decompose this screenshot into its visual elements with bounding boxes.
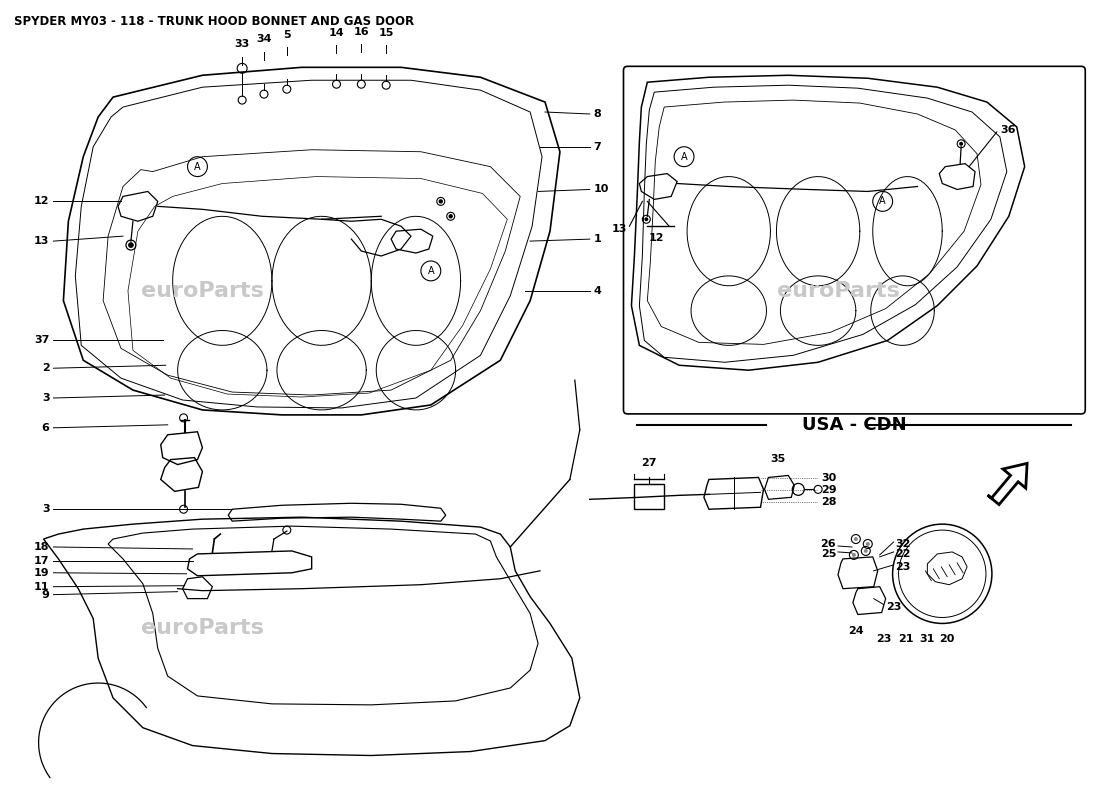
Text: SPYDER MY03 - 118 - TRUNK HOOD BONNET AND GAS DOOR: SPYDER MY03 - 118 - TRUNK HOOD BONNET AN…	[14, 14, 414, 28]
Circle shape	[854, 537, 858, 541]
Text: 4: 4	[594, 286, 602, 296]
Circle shape	[439, 200, 442, 203]
Text: 13: 13	[34, 236, 50, 246]
Text: 32: 32	[895, 539, 911, 549]
Text: 23: 23	[886, 602, 901, 611]
Text: 12: 12	[34, 196, 50, 206]
Text: 27: 27	[641, 458, 657, 467]
Text: 12: 12	[649, 233, 664, 243]
Circle shape	[449, 214, 452, 218]
Text: 5: 5	[283, 30, 290, 39]
Circle shape	[645, 218, 648, 222]
Text: 14: 14	[329, 27, 344, 38]
Text: euroParts: euroParts	[141, 618, 264, 638]
Text: 6: 6	[42, 423, 50, 433]
Circle shape	[129, 242, 133, 247]
Text: 11: 11	[34, 582, 50, 592]
Text: 18: 18	[34, 542, 50, 552]
Text: 17: 17	[34, 556, 50, 566]
Text: 23: 23	[876, 634, 891, 644]
Text: 19: 19	[34, 568, 50, 578]
Text: 3: 3	[42, 393, 50, 403]
Text: euroParts: euroParts	[141, 281, 264, 301]
Text: 3: 3	[42, 504, 50, 514]
Text: 1: 1	[594, 234, 602, 244]
Text: 13: 13	[612, 224, 627, 234]
Text: 15: 15	[378, 27, 394, 38]
Text: 23: 23	[895, 562, 911, 572]
Text: 7: 7	[594, 142, 602, 152]
Text: A: A	[879, 196, 886, 206]
Text: 8: 8	[594, 109, 602, 119]
Circle shape	[851, 553, 856, 557]
Text: euroParts: euroParts	[777, 281, 900, 301]
Text: 21: 21	[898, 634, 913, 644]
Text: 31: 31	[920, 634, 935, 644]
Text: 34: 34	[256, 34, 272, 45]
Text: 36: 36	[1000, 125, 1015, 135]
Text: 2: 2	[42, 363, 50, 374]
Text: 26: 26	[821, 539, 836, 549]
Text: 24: 24	[848, 626, 864, 637]
Text: 20: 20	[939, 634, 955, 644]
Text: 16: 16	[353, 26, 370, 37]
Text: 35: 35	[771, 454, 786, 463]
Circle shape	[959, 142, 964, 146]
Circle shape	[866, 542, 870, 546]
Text: 10: 10	[594, 185, 609, 194]
Text: 33: 33	[234, 39, 250, 50]
Text: 29: 29	[821, 486, 837, 495]
Text: A: A	[681, 152, 688, 162]
Text: USA - CDN: USA - CDN	[802, 416, 906, 434]
Text: 30: 30	[821, 474, 836, 483]
Text: 25: 25	[821, 549, 836, 559]
Text: 9: 9	[42, 590, 50, 600]
Text: A: A	[428, 266, 435, 276]
Text: A: A	[195, 162, 201, 172]
Text: 37: 37	[34, 335, 50, 346]
Circle shape	[864, 549, 868, 553]
Text: 22: 22	[895, 549, 911, 559]
Text: 28: 28	[821, 498, 837, 507]
